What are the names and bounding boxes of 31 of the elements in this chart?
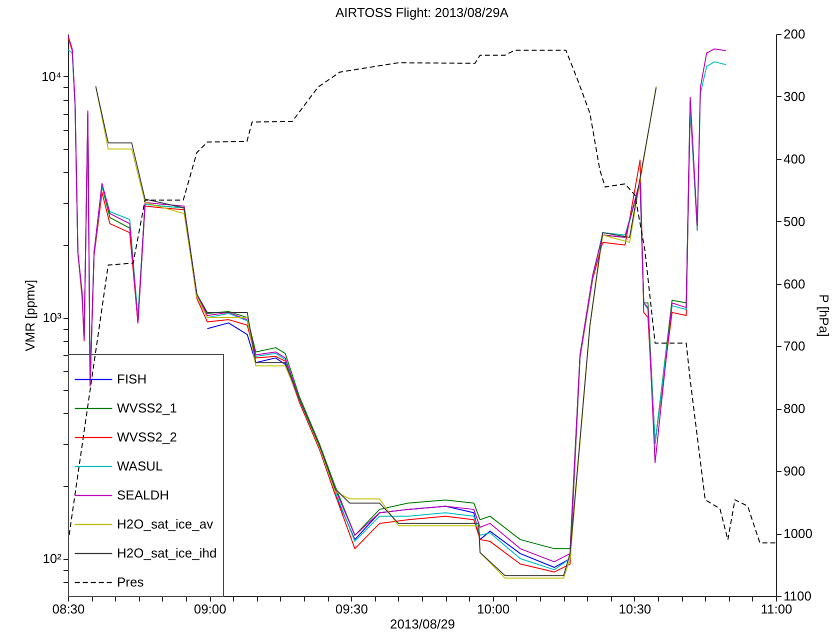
y2-tick-label: 1000: [784, 526, 812, 542]
x-tick-label: 11:00: [760, 602, 792, 616]
x-tick-label: 10:00: [477, 602, 510, 616]
y2-tick-label: 300: [784, 88, 806, 104]
x-tick-label: 08:30: [52, 602, 85, 616]
legend-label: WASUL: [117, 458, 163, 474]
y2-tick-label: 400: [784, 151, 806, 166]
x-axis-title: 2013/08/29: [390, 616, 456, 632]
legend-label: Pres: [117, 574, 144, 590]
y2-tick-label: 600: [784, 276, 806, 292]
y-tick-label: 10⁴: [41, 68, 62, 84]
legend-label: WVSS2_1: [117, 400, 177, 416]
y2-tick-label: 500: [784, 214, 806, 229]
legend-label: SEALDH: [117, 488, 170, 502]
legend-label: H2O_sat_ice_ihd: [117, 546, 217, 560]
y2-tick-label: 700: [784, 338, 806, 354]
x-tick-label: 09:30: [335, 602, 368, 616]
legend-label: FISH: [117, 372, 147, 386]
chart-title: AIRTOSS Flight: 2013/08/29A: [336, 5, 509, 20]
y-tick-label: 10²: [42, 551, 62, 566]
y2-tick-label: 800: [784, 401, 806, 416]
legend-label: WVSS2_2: [117, 430, 177, 444]
x-tick-label: 09:00: [194, 602, 226, 616]
y2-tick-label: 1100: [784, 588, 812, 604]
legend-label: H2O_sat_ice_av: [117, 516, 214, 532]
y-tick-label: 10³: [42, 310, 62, 326]
y2-tick-label: 900: [784, 464, 806, 479]
y-axis-title: VMR [ppmv]: [22, 280, 38, 352]
x-tick-label: 10:30: [618, 602, 652, 616]
y2-axis-title: P [hPa]: [816, 294, 832, 337]
y2-tick-label: 200: [784, 26, 806, 42]
